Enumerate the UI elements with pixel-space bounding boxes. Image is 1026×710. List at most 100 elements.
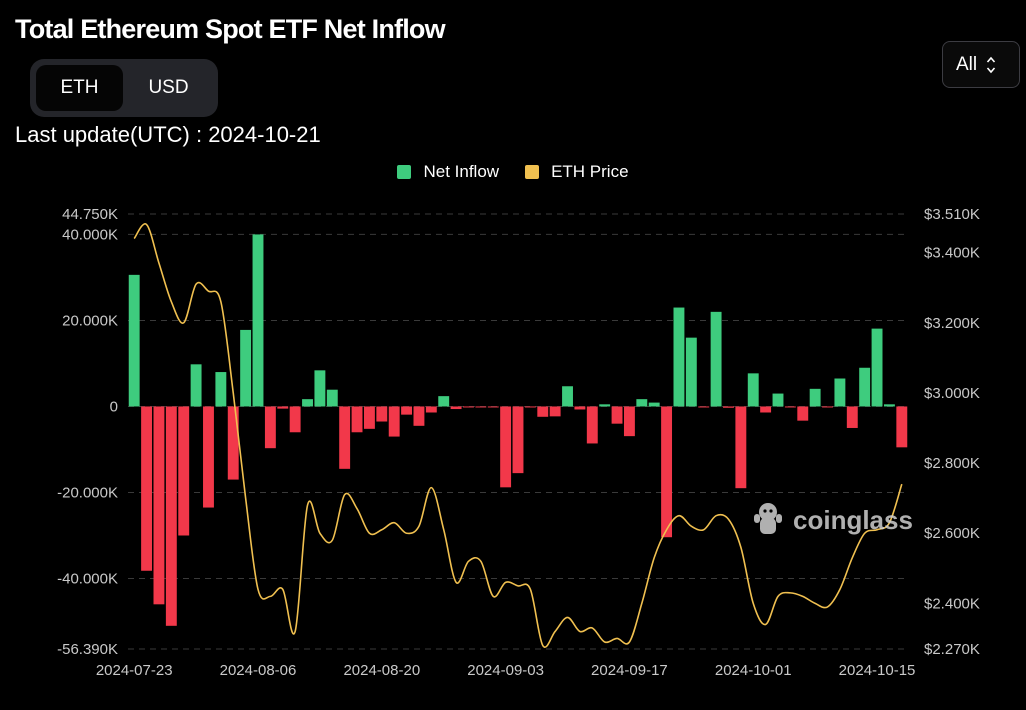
last-update-label: Last update(UTC) : 2024-10-21	[15, 122, 321, 147]
net-inflow-bar	[128, 274, 140, 407]
net-inflow-bar	[871, 328, 883, 407]
net-inflow-bar	[883, 404, 895, 407]
net-inflow-bar	[240, 329, 252, 407]
net-inflow-bar	[896, 406, 908, 448]
eth-price-line	[133, 223, 903, 648]
unit-toggle-usd[interactable]: USD	[148, 77, 189, 98]
net-inflow-bar	[141, 406, 153, 571]
net-inflow-bar	[648, 402, 660, 407]
x-tick-label: 2024-08-20	[343, 662, 420, 679]
net-inflow-bar	[809, 388, 821, 407]
net-inflow-bar	[363, 406, 375, 429]
net-inflow-bar	[710, 311, 722, 407]
legend-eth-price[interactable]: ETH Price	[525, 162, 629, 182]
y-left-tick-label: -20.000K	[57, 484, 118, 501]
chevron-up-down-icon	[986, 54, 996, 76]
y-left-tick-label: -40.000K	[57, 571, 118, 588]
y-right-tick-label: $2.400K	[924, 595, 980, 612]
net-inflow-bar	[636, 399, 648, 407]
range-select-value: All	[956, 53, 978, 75]
net-inflow-bar	[549, 406, 561, 417]
net-inflow-bar	[413, 406, 425, 426]
y-left-tick-label: 0	[110, 398, 118, 415]
x-tick-label: 2024-10-01	[715, 662, 792, 679]
unit-toggle: ETH USD	[30, 59, 218, 117]
y-right-tick-label: $3.000K	[924, 385, 980, 402]
net-inflow-bar	[252, 234, 264, 407]
net-inflow-bar	[425, 406, 437, 413]
chart-legend: Net Inflow ETH Price	[0, 162, 1026, 182]
net-inflow-bar	[178, 406, 190, 536]
coinglass-watermark: coinglass	[751, 500, 913, 540]
net-inflow-bar	[723, 406, 734, 408]
net-inflow-bar	[500, 406, 512, 488]
net-inflow-bar	[487, 406, 499, 408]
net-inflow-bar	[165, 406, 177, 626]
coinglass-logo-icon	[754, 503, 782, 534]
net-inflow-bar	[698, 406, 710, 408]
legend-net-inflow[interactable]: Net Inflow	[397, 162, 499, 182]
y-right-tick-label: $3.200K	[924, 315, 980, 332]
chart-title: Total Ethereum Spot ETF Net Inflow	[15, 14, 446, 44]
net-inflow-bar	[463, 406, 474, 408]
legend-eth-price-label: ETH Price	[551, 162, 629, 181]
net-inflow-bar	[512, 406, 524, 474]
net-inflow-bar	[438, 396, 450, 407]
net-inflow-bar	[475, 406, 487, 408]
net-inflow-bar	[623, 406, 635, 437]
net-inflow-bar	[562, 386, 573, 407]
x-tick-label: 2024-07-23	[96, 662, 173, 679]
net-inflow-bar	[289, 406, 301, 433]
legend-eth-price-swatch	[525, 165, 540, 179]
watermark-text: coinglass	[793, 504, 913, 535]
net-inflow-bar	[661, 406, 673, 538]
net-inflow-bar	[153, 406, 165, 605]
net-inflow-bar	[450, 406, 462, 410]
net-inflow-bar	[524, 406, 536, 408]
x-tick-label: 2024-10-15	[839, 662, 916, 679]
net-inflow-bar	[314, 370, 326, 407]
net-inflow-bar	[760, 406, 772, 413]
net-inflow-bar	[264, 406, 276, 449]
net-inflow-bar	[784, 406, 796, 408]
net-inflow-bar	[735, 406, 747, 489]
net-inflow-bar	[822, 406, 833, 408]
unit-toggle-eth[interactable]: ETH	[36, 65, 123, 111]
net-inflow-bar	[611, 406, 623, 424]
net-inflow-bar	[747, 373, 759, 407]
y-left-tick-label: 44.750K	[62, 206, 118, 223]
net-inflow-bar	[586, 406, 598, 444]
net-inflow-bar	[859, 367, 871, 407]
net-inflow-bar	[277, 406, 289, 409]
net-inflow-bar	[388, 406, 400, 437]
net-inflow-bar	[685, 337, 697, 407]
net-inflow-bar	[772, 393, 784, 407]
legend-net-inflow-label: Net Inflow	[423, 162, 500, 181]
net-inflow-bar	[673, 307, 685, 407]
y-right-tick-label: $2.600K	[924, 525, 980, 542]
net-inflow-bar	[203, 406, 214, 508]
net-inflow-bar	[190, 364, 202, 407]
x-tick-label: 2024-08-06	[220, 662, 297, 679]
net-inflow-bar	[834, 378, 846, 407]
net-inflow-bar	[339, 406, 351, 469]
net-inflow-bar	[574, 406, 586, 410]
net-inflow-bar	[846, 406, 858, 428]
net-inflow-bar	[599, 404, 611, 407]
y-left-tick-label: 40.000K	[62, 226, 118, 243]
y-right-tick-label: $3.400K	[924, 245, 980, 262]
net-inflow-bar	[326, 389, 338, 407]
y-right-tick-label: $3.510K	[924, 206, 980, 223]
y-right-tick-label: $2.800K	[924, 455, 980, 472]
net-inflow-bar	[376, 406, 388, 422]
range-select[interactable]: All	[942, 41, 1020, 88]
net-inflow-bar	[227, 406, 239, 480]
x-tick-label: 2024-09-03	[467, 662, 544, 679]
net-inflow-bar	[537, 406, 549, 417]
y-left-tick-label: 20.000K	[62, 312, 118, 329]
net-inflow-bar	[302, 399, 313, 407]
net-inflow-bar	[797, 406, 809, 421]
net-inflow-bar	[351, 406, 363, 433]
net-inflow-bar	[401, 406, 413, 415]
